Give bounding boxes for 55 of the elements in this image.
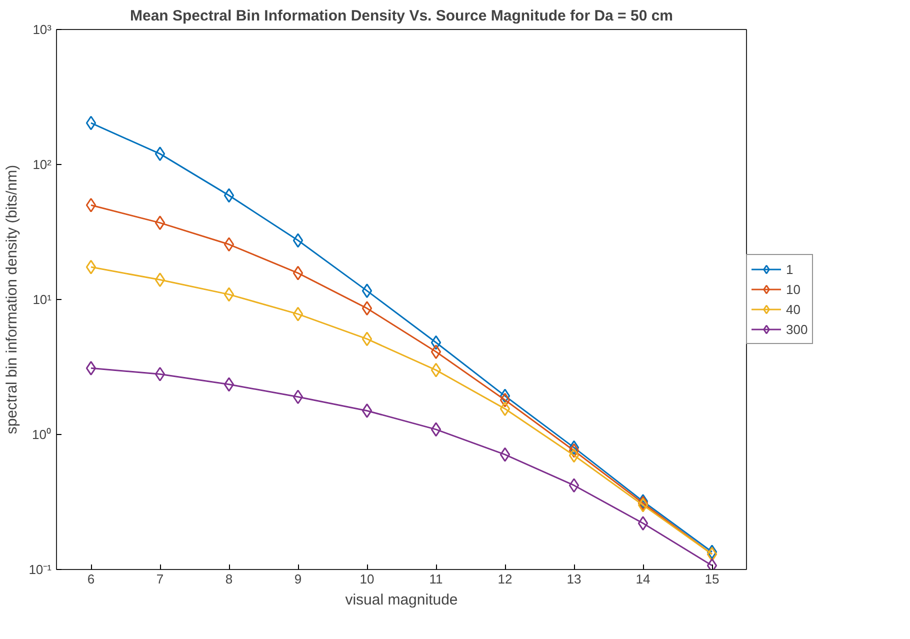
point [86, 198, 96, 212]
legend-label: 1 [786, 262, 794, 276]
x-tick-label: 14 [636, 572, 650, 586]
point [292, 266, 304, 280]
x-tick-label: 8 [225, 572, 233, 586]
point [500, 388, 510, 404]
chart-title: Mean Spectral Bin Information Density Vs. Source Magnitude for Da = 50 cm [130, 8, 674, 24]
point [500, 392, 510, 408]
legend-label: 300 [786, 322, 808, 336]
point [430, 344, 442, 360]
point [86, 360, 96, 376]
point [362, 301, 372, 316]
x-tick-label: 13 [566, 572, 582, 586]
point [568, 443, 580, 458]
point [500, 402, 510, 416]
point [362, 403, 372, 418]
point [154, 216, 166, 230]
y-axis-title: spectral bin information density (bits/nm) [4, 164, 21, 434]
point [430, 422, 442, 437]
x-axis-title: visual magnitude [345, 592, 458, 608]
y-tick-label: 10⁻¹ [28, 562, 52, 577]
x-tick-label: 7 [156, 572, 164, 586]
point [86, 260, 96, 274]
point [500, 447, 510, 462]
point [568, 440, 580, 455]
x-tick-label: 9 [294, 572, 302, 586]
point [568, 448, 580, 463]
point [154, 366, 166, 382]
y-tick-label: 10¹ [32, 292, 52, 307]
point [224, 188, 234, 203]
point [292, 390, 304, 404]
point [638, 516, 648, 531]
point [362, 284, 372, 298]
point [224, 287, 234, 302]
x-tick-label: 6 [87, 572, 95, 586]
point [86, 116, 96, 130]
y-tick-label: 10⁰ [32, 427, 52, 442]
y-tick-label: 10² [32, 157, 52, 172]
y-tick-label: 10³ [32, 22, 52, 37]
point [154, 146, 166, 162]
x-tick-label: 12 [498, 572, 512, 586]
legend-label: 10 [786, 282, 802, 296]
x-tick-label: 10 [360, 572, 374, 586]
point [430, 335, 442, 350]
point [568, 478, 580, 493]
point [154, 272, 166, 288]
point [292, 233, 304, 248]
point [224, 237, 234, 252]
x-tick-label: 11 [429, 572, 443, 586]
x-tick-label: 15 [704, 572, 720, 586]
legend-label: 40 [786, 302, 802, 316]
point [292, 306, 304, 322]
point [430, 362, 442, 378]
point [362, 332, 372, 346]
point [224, 377, 234, 392]
